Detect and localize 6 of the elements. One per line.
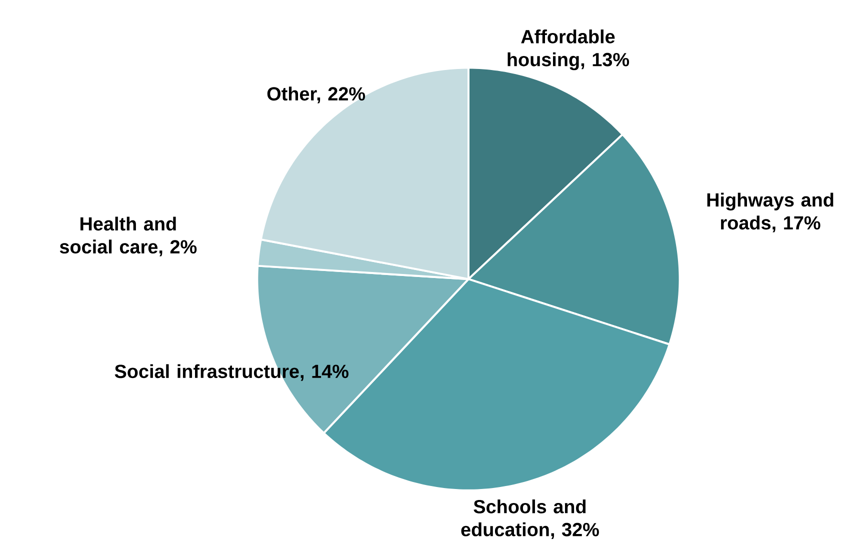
slice-label: Health and social care, 2%: [60, 216, 197, 256]
slice-label: Other, 22%: [267, 86, 366, 104]
slice-label: Schools and education, 32%: [461, 499, 599, 539]
slice-label: Affordable housing, 13%: [508, 29, 630, 70]
slice-label: Highways and roads, 17%: [707, 192, 834, 232]
slice-label: Social infrastructure, 14%: [114, 364, 348, 381]
